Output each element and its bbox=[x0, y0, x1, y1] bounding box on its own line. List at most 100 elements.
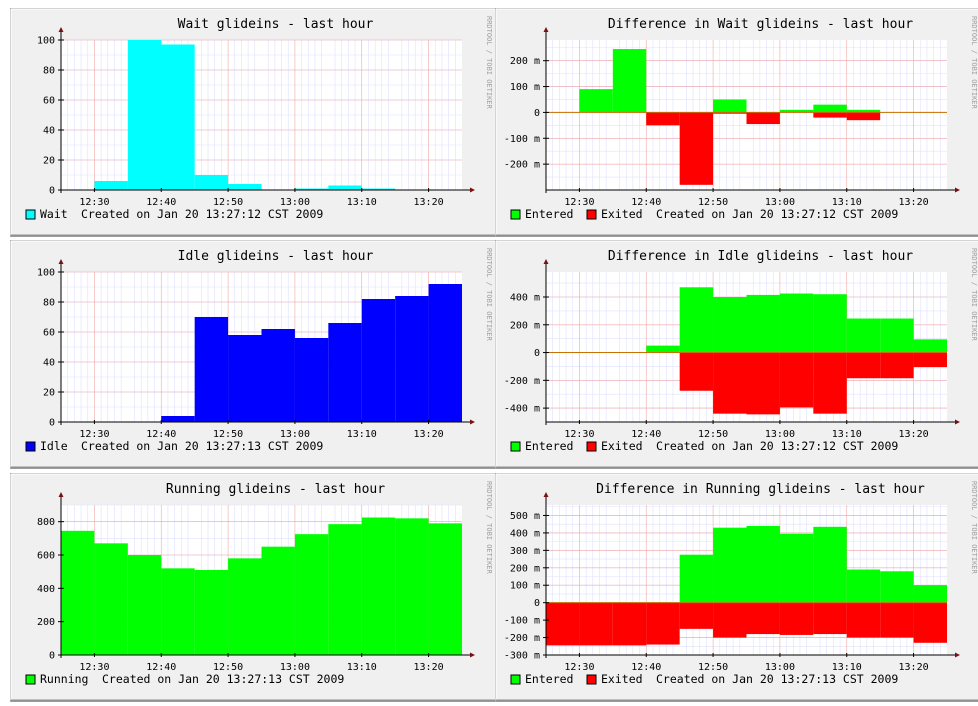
x-tick-label: 13:10 bbox=[832, 662, 862, 673]
y-tick-label: 40 bbox=[43, 126, 55, 137]
bar-wait bbox=[294, 188, 329, 190]
chart-svg: 0 20 40 60 80 100 12:30 12:40 12:50 13:00 13:10 13:… bbox=[10, 8, 500, 237]
bar-entered bbox=[713, 527, 747, 603]
bar-entered bbox=[579, 89, 613, 113]
bar-entered bbox=[612, 49, 647, 113]
y-tick-label: 60 bbox=[43, 328, 55, 339]
legend-label-exited: Exited bbox=[601, 672, 643, 686]
y-tick-label: 100 m bbox=[510, 82, 540, 93]
rrdtool-watermark: RRDTOOL / TOBI OETIKER bbox=[970, 481, 978, 575]
bar-running bbox=[395, 518, 429, 655]
bar-exited bbox=[880, 602, 914, 638]
legend-label-entered: Entered bbox=[525, 207, 573, 221]
chart-title: Idle glideins - last hour bbox=[178, 249, 374, 264]
bar-exited bbox=[880, 352, 914, 379]
bar-exited bbox=[913, 602, 947, 643]
bar-wait bbox=[94, 181, 128, 190]
bar-running bbox=[161, 568, 195, 655]
x-tick-label: 13:10 bbox=[832, 197, 862, 208]
y-tick-label: -300 m bbox=[504, 651, 540, 662]
bar-running bbox=[294, 534, 329, 655]
chart-svg: 0 20 40 60 80 100 12:30 12:40 12:50 13:00 13:10 13:… bbox=[10, 240, 500, 469]
x-tick-label: 12:40 bbox=[631, 197, 661, 208]
y-tick-label: 0 bbox=[49, 418, 55, 429]
bar-running bbox=[127, 555, 162, 655]
bar-idle bbox=[261, 329, 295, 422]
bar-wait bbox=[127, 40, 162, 190]
bar-entered bbox=[779, 293, 814, 353]
chart-title: Difference in Wait glideins - last hour bbox=[608, 17, 913, 32]
created-timestamp: Created on Jan 20 13:27:13 CST 2009 bbox=[102, 672, 344, 686]
bar-running bbox=[261, 546, 295, 655]
bar-entered bbox=[846, 109, 881, 113]
bar-entered bbox=[746, 525, 780, 603]
bar-exited bbox=[713, 602, 747, 638]
bar-exited bbox=[612, 602, 647, 646]
chart-title: Running glideins - last hour bbox=[166, 482, 385, 497]
diff-idle-glideins-chart: -400 m -200 m 0 200 m 400 m 12:30 12:40 12:50 13… bbox=[495, 240, 978, 469]
bar-exited bbox=[746, 602, 780, 635]
x-tick-label: 12:30 bbox=[564, 662, 594, 673]
y-tick-label: 200 m bbox=[510, 56, 540, 67]
created-timestamp: Created on Jan 20 13:27:13 CST 2009 bbox=[656, 672, 898, 686]
x-tick-label: 12:50 bbox=[698, 197, 728, 208]
series-exited bbox=[546, 602, 947, 646]
chart-title: Wait glideins - last hour bbox=[178, 17, 374, 32]
bar-exited bbox=[713, 112, 747, 114]
bar-exited bbox=[746, 112, 780, 125]
legend-swatch-exited bbox=[586, 209, 597, 220]
bar-entered bbox=[679, 554, 714, 603]
y-tick-label: 20 bbox=[43, 388, 55, 399]
bar-wait bbox=[161, 44, 195, 190]
rrdtool-watermark: RRDTOOL / TOBI OETIKER bbox=[970, 16, 978, 110]
bar-idle bbox=[428, 284, 462, 422]
bar-exited bbox=[679, 352, 714, 391]
bar-idle bbox=[328, 323, 362, 422]
y-tick-label: -200 m bbox=[504, 160, 540, 171]
chart-title: Difference in Running glideins - last ho… bbox=[596, 482, 925, 497]
x-tick-label: 13:20 bbox=[414, 197, 444, 208]
y-tick-label: 80 bbox=[43, 298, 55, 309]
diff-wait-glideins-chart: -200 m -100 m 0 100 m 200 m 12:30 12:40 12:50 13… bbox=[495, 8, 978, 237]
bar-entered bbox=[679, 287, 714, 353]
y-tick-label: 0 bbox=[49, 651, 55, 662]
bar-idle bbox=[228, 335, 262, 422]
x-tick-label: 12:40 bbox=[631, 662, 661, 673]
x-tick-label: 12:40 bbox=[146, 429, 176, 440]
legend-swatch-wait bbox=[25, 209, 36, 220]
bar-exited bbox=[813, 112, 847, 118]
bar-exited bbox=[846, 352, 881, 379]
y-tick-label: 300 m bbox=[510, 546, 540, 557]
created-timestamp: Created on Jan 20 13:27:12 CST 2009 bbox=[81, 207, 323, 221]
x-tick-label: 13:10 bbox=[832, 429, 862, 440]
y-tick-label: 100 bbox=[37, 268, 55, 279]
x-tick-label: 13:10 bbox=[347, 429, 377, 440]
x-tick-label: 13:20 bbox=[414, 429, 444, 440]
x-tick-label: 13:20 bbox=[899, 197, 929, 208]
y-tick-label: 400 m bbox=[510, 293, 540, 304]
y-tick-label: -400 m bbox=[504, 404, 540, 415]
running-glideins-chart: 0 200 400 600 800 12:30 12:40 12:50 13:00 13:10 13… bbox=[10, 473, 500, 702]
bar-entered bbox=[646, 345, 680, 353]
bar-running bbox=[61, 530, 95, 655]
bar-entered bbox=[913, 585, 947, 603]
rrdtool-watermark: RRDTOOL / TOBI OETIKER bbox=[485, 481, 493, 575]
legend-label-running: Running bbox=[40, 672, 88, 686]
bar-exited bbox=[646, 602, 680, 645]
x-tick-label: 12:50 bbox=[213, 197, 243, 208]
y-tick-label: 200 m bbox=[510, 320, 540, 331]
legend-label-exited: Exited bbox=[601, 439, 643, 453]
chart-svg: -400 m -200 m 0 200 m 400 m 12:30 12:40 12:50 13… bbox=[495, 240, 978, 469]
x-tick-label: 13:00 bbox=[280, 662, 310, 673]
bar-exited bbox=[679, 112, 714, 185]
bar-idle bbox=[361, 299, 396, 422]
x-tick-label: 12:50 bbox=[698, 429, 728, 440]
bar-wait bbox=[228, 184, 262, 190]
x-tick-label: 13:10 bbox=[347, 662, 377, 673]
x-tick-label: 13:00 bbox=[280, 197, 310, 208]
y-tick-label: 400 bbox=[37, 584, 55, 595]
bar-exited bbox=[646, 112, 680, 126]
bar-entered bbox=[746, 294, 780, 353]
bar-exited bbox=[579, 602, 613, 646]
x-tick-label: 12:50 bbox=[698, 662, 728, 673]
